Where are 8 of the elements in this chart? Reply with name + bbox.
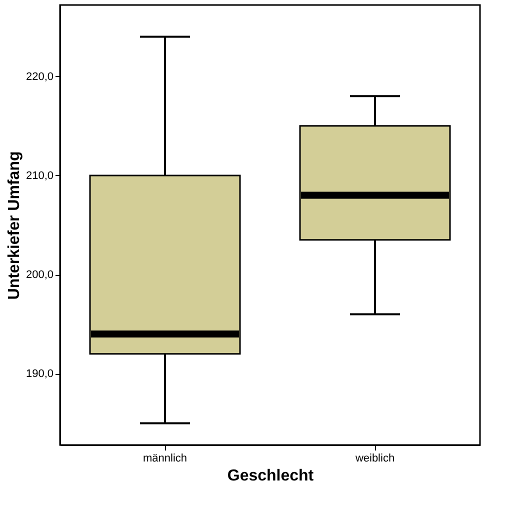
x-tick-label: weiblich [354, 452, 395, 464]
y-tick-label: 200,0 [26, 269, 54, 282]
x-axis-title: Geschlecht [227, 468, 314, 484]
y-tick-label: 190,0 [26, 368, 54, 380]
x-tick-label: männlich [142, 452, 188, 464]
y-axis-title: Unterkiefer Umfang [6, 151, 23, 300]
y-tick-label: 210,0 [26, 170, 54, 182]
y-tick-label: 220,0 [26, 70, 54, 83]
